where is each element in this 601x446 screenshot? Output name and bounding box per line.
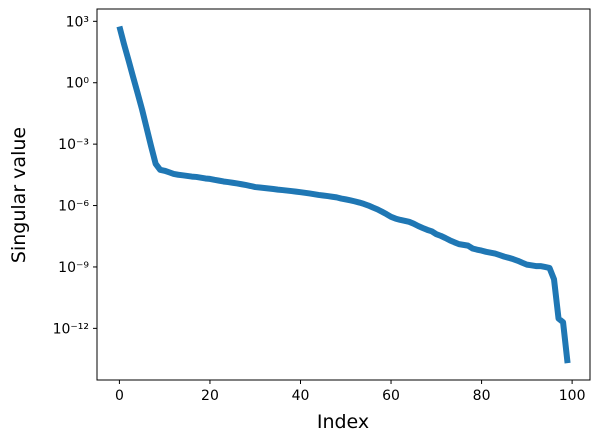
x-axis-label: Index: [317, 411, 369, 433]
y-tick-label: 10⁻³: [58, 137, 89, 153]
data-line: [116, 25, 571, 364]
y-tick-label: 10⁻¹²: [53, 321, 89, 337]
y-tick-label: 10⁻⁹: [58, 260, 89, 276]
y-tick-label: 10⁰: [66, 76, 90, 92]
x-tick-label: 60: [382, 388, 400, 404]
x-tick-label: 100: [559, 388, 586, 404]
x-tick-label: 20: [201, 388, 219, 404]
y-tick-label: 10⁻⁶: [58, 199, 89, 215]
y-axis-label: Singular value: [8, 127, 30, 263]
x-tick-label: 80: [473, 388, 491, 404]
x-tick-label: 40: [292, 388, 310, 404]
y-tick-label: 10³: [66, 14, 89, 30]
x-tick-label: 0: [115, 388, 124, 404]
plot-frame: [96, 8, 591, 381]
